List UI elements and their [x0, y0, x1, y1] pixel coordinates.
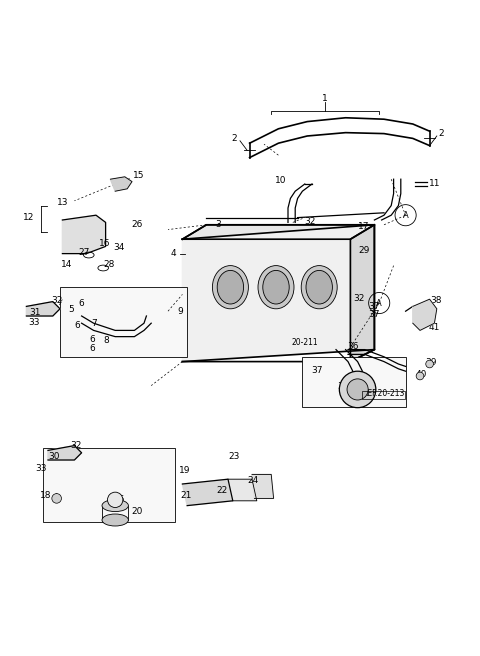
- Text: 16: 16: [99, 239, 110, 249]
- Text: 28: 28: [104, 260, 115, 269]
- Text: 6: 6: [89, 335, 95, 344]
- Text: 3: 3: [216, 220, 221, 230]
- Bar: [43, 448, 175, 522]
- Text: 27: 27: [78, 248, 90, 256]
- Polygon shape: [182, 479, 233, 506]
- Text: 18: 18: [40, 491, 52, 499]
- Ellipse shape: [217, 270, 243, 304]
- Polygon shape: [48, 445, 82, 460]
- Text: 30: 30: [48, 452, 60, 461]
- Text: 34: 34: [113, 243, 125, 252]
- Circle shape: [52, 493, 61, 503]
- Polygon shape: [350, 225, 374, 361]
- Text: 41: 41: [429, 323, 440, 331]
- Text: 6: 6: [74, 321, 80, 330]
- Text: 1: 1: [322, 94, 328, 103]
- Ellipse shape: [306, 270, 333, 304]
- Text: REF.20-213: REF.20-213: [362, 389, 404, 398]
- Text: 11: 11: [429, 178, 440, 188]
- Text: 26: 26: [131, 220, 143, 230]
- Text: 32: 32: [304, 217, 315, 226]
- Text: 38: 38: [430, 296, 442, 304]
- Text: 5: 5: [69, 305, 74, 314]
- Text: 37: 37: [337, 382, 349, 391]
- Text: 33: 33: [28, 318, 39, 327]
- Text: 32: 32: [353, 294, 365, 302]
- Text: 13: 13: [57, 197, 68, 207]
- Text: 8: 8: [104, 337, 109, 346]
- Text: A: A: [403, 211, 408, 220]
- Circle shape: [347, 379, 368, 400]
- Text: 32: 32: [70, 441, 82, 450]
- Text: 39: 39: [425, 358, 437, 367]
- Text: 29: 29: [358, 246, 370, 255]
- Text: 23: 23: [228, 452, 240, 461]
- Circle shape: [416, 372, 424, 380]
- Bar: [60, 287, 187, 357]
- Text: 2: 2: [231, 134, 237, 143]
- Polygon shape: [252, 474, 274, 499]
- Polygon shape: [26, 302, 60, 316]
- Text: 4: 4: [171, 249, 177, 258]
- Text: 36: 36: [347, 342, 359, 351]
- Polygon shape: [228, 479, 257, 501]
- Text: 32: 32: [51, 296, 62, 305]
- Text: 35: 35: [113, 495, 125, 504]
- Polygon shape: [110, 177, 132, 191]
- Text: 20-211: 20-211: [291, 338, 318, 347]
- Text: 7: 7: [91, 319, 96, 328]
- Circle shape: [108, 492, 123, 508]
- Ellipse shape: [263, 270, 289, 304]
- Text: 15: 15: [133, 171, 145, 180]
- Text: 21: 21: [180, 491, 192, 499]
- Circle shape: [339, 371, 376, 407]
- Ellipse shape: [301, 266, 337, 309]
- Text: 9: 9: [177, 307, 183, 316]
- Text: 37: 37: [311, 366, 323, 375]
- Text: 40: 40: [416, 370, 427, 379]
- Bar: [362, 392, 405, 399]
- Ellipse shape: [102, 514, 128, 526]
- Polygon shape: [182, 225, 374, 239]
- Bar: [302, 357, 406, 407]
- Polygon shape: [62, 215, 106, 254]
- Text: 6: 6: [79, 298, 84, 308]
- Text: 33: 33: [36, 464, 47, 473]
- Ellipse shape: [102, 500, 128, 512]
- Text: 19: 19: [179, 466, 191, 475]
- Text: 37: 37: [369, 302, 380, 311]
- Ellipse shape: [212, 266, 249, 309]
- Text: 17: 17: [358, 222, 370, 231]
- Text: 10: 10: [275, 176, 287, 184]
- Text: 20: 20: [131, 507, 143, 516]
- Text: 24: 24: [248, 476, 259, 485]
- Text: 12: 12: [23, 213, 35, 222]
- Text: 37: 37: [369, 310, 380, 319]
- Text: 31: 31: [29, 308, 40, 317]
- Circle shape: [426, 360, 433, 368]
- Polygon shape: [413, 299, 437, 331]
- Text: 6: 6: [89, 344, 95, 353]
- Text: 14: 14: [61, 260, 73, 269]
- Polygon shape: [182, 225, 374, 361]
- Text: A: A: [376, 298, 382, 308]
- Text: 22: 22: [216, 485, 228, 495]
- Text: 2: 2: [439, 129, 444, 138]
- Ellipse shape: [258, 266, 294, 309]
